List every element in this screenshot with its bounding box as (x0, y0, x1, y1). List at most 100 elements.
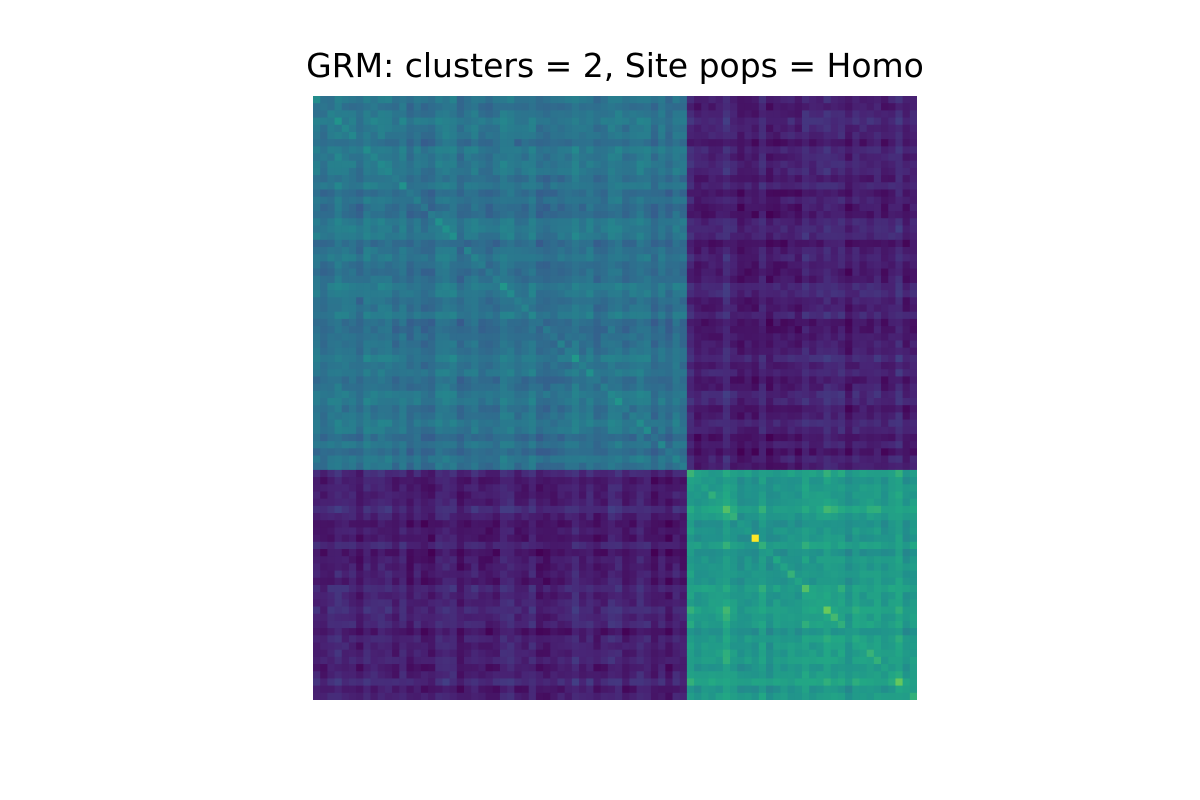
heatmap-cell (629, 433, 638, 442)
heatmap-cell (881, 326, 889, 334)
heatmap-cell (341, 398, 350, 406)
heatmap-cell (773, 433, 781, 442)
heatmap-cell (622, 333, 630, 342)
heatmap-cell (449, 282, 458, 291)
heatmap-cell (665, 498, 674, 507)
heatmap-cell (464, 311, 472, 320)
heatmap-cell (600, 196, 609, 205)
heatmap-cell (794, 297, 803, 306)
heatmap-cell (658, 484, 666, 493)
heatmap-cell (377, 218, 386, 227)
heatmap-cell (528, 484, 537, 493)
heatmap-cell (499, 477, 508, 485)
heatmap-cell (794, 433, 803, 442)
heatmap-cell (787, 455, 796, 464)
heatmap-cell (341, 225, 350, 234)
heatmap-cell (377, 124, 386, 133)
heatmap-cell (492, 484, 501, 493)
heatmap-cell (845, 160, 853, 169)
heatmap-cell (320, 131, 328, 140)
heatmap-cell (658, 275, 666, 284)
heatmap-cell (428, 505, 436, 514)
heatmap-cell (823, 376, 832, 385)
heatmap-cell (744, 383, 753, 392)
heatmap-cell (363, 383, 372, 392)
heatmap-cell (629, 304, 638, 313)
heatmap-cell (607, 131, 616, 140)
heatmap-cell (701, 211, 710, 219)
heatmap-cell (543, 254, 551, 262)
heatmap-cell (866, 326, 875, 334)
heatmap-cell (715, 390, 724, 399)
heatmap-cell (464, 131, 472, 140)
heatmap-cell (478, 282, 487, 291)
heatmap-cell (392, 124, 400, 133)
heatmap-cell (859, 304, 868, 313)
heatmap-cell (442, 203, 451, 212)
heatmap-cell (586, 189, 595, 198)
heatmap-cell (571, 484, 580, 493)
heatmap-cell (722, 103, 731, 111)
heatmap-cell (384, 196, 393, 205)
heatmap-cell (600, 124, 609, 133)
heatmap-cell (478, 203, 487, 212)
heatmap-cell (881, 254, 889, 262)
heatmap-cell (751, 211, 760, 219)
heatmap-cell (579, 232, 587, 241)
heatmap-cell (816, 117, 825, 126)
heatmap-cell (586, 268, 595, 277)
heatmap-cell (679, 117, 688, 126)
heatmap-cell (471, 146, 479, 155)
heatmap-cell (622, 505, 630, 514)
heatmap-cell (442, 196, 451, 205)
heatmap-cell (377, 211, 386, 219)
heatmap-cell (902, 412, 911, 421)
heatmap-cell (794, 455, 803, 464)
heatmap-cell (787, 211, 796, 219)
heatmap-cell (629, 232, 638, 241)
heatmap-cell (550, 282, 559, 291)
heatmap-cell (888, 333, 897, 342)
heatmap-cell (715, 304, 724, 313)
heatmap-cell (356, 282, 364, 291)
heatmap-cell (586, 304, 595, 313)
heatmap-cell (895, 131, 904, 140)
heatmap-cell (377, 139, 386, 147)
heatmap-cell (658, 153, 666, 162)
heatmap-cell (550, 419, 559, 428)
heatmap-cell (837, 232, 846, 241)
heatmap-cell (356, 448, 364, 457)
heatmap-cell (737, 275, 746, 284)
heatmap-cell (348, 369, 357, 378)
heatmap-cell (406, 484, 415, 493)
heatmap-cell (600, 498, 609, 507)
heatmap-cell (794, 311, 803, 320)
heatmap-cell (586, 160, 595, 169)
heatmap-cell (909, 347, 917, 356)
heatmap-cell (694, 96, 702, 104)
heatmap-cell (600, 153, 609, 162)
heatmap-cell (586, 311, 595, 320)
heatmap-cell (586, 225, 595, 234)
heatmap-cell (730, 110, 738, 119)
heatmap-cell (442, 390, 451, 399)
heatmap-cell (399, 484, 408, 493)
heatmap-cell (550, 484, 559, 493)
heatmap-cell (363, 340, 372, 349)
heatmap-cell (600, 390, 609, 399)
heatmap-cell (730, 441, 738, 449)
heatmap-cell (650, 275, 659, 284)
heatmap-cell (686, 433, 695, 442)
heatmap-cell (622, 167, 630, 176)
heatmap-cell (528, 290, 537, 298)
heatmap-cell (701, 340, 710, 349)
heatmap-cell (715, 96, 724, 104)
heatmap-cell (535, 196, 544, 205)
heatmap-cell (442, 383, 451, 392)
heatmap-cell (881, 505, 889, 514)
heatmap-cell (722, 153, 731, 162)
heatmap-cell (514, 369, 523, 378)
heatmap-cell (327, 239, 336, 248)
heatmap-cell (766, 505, 774, 514)
heatmap-cell (399, 383, 408, 392)
